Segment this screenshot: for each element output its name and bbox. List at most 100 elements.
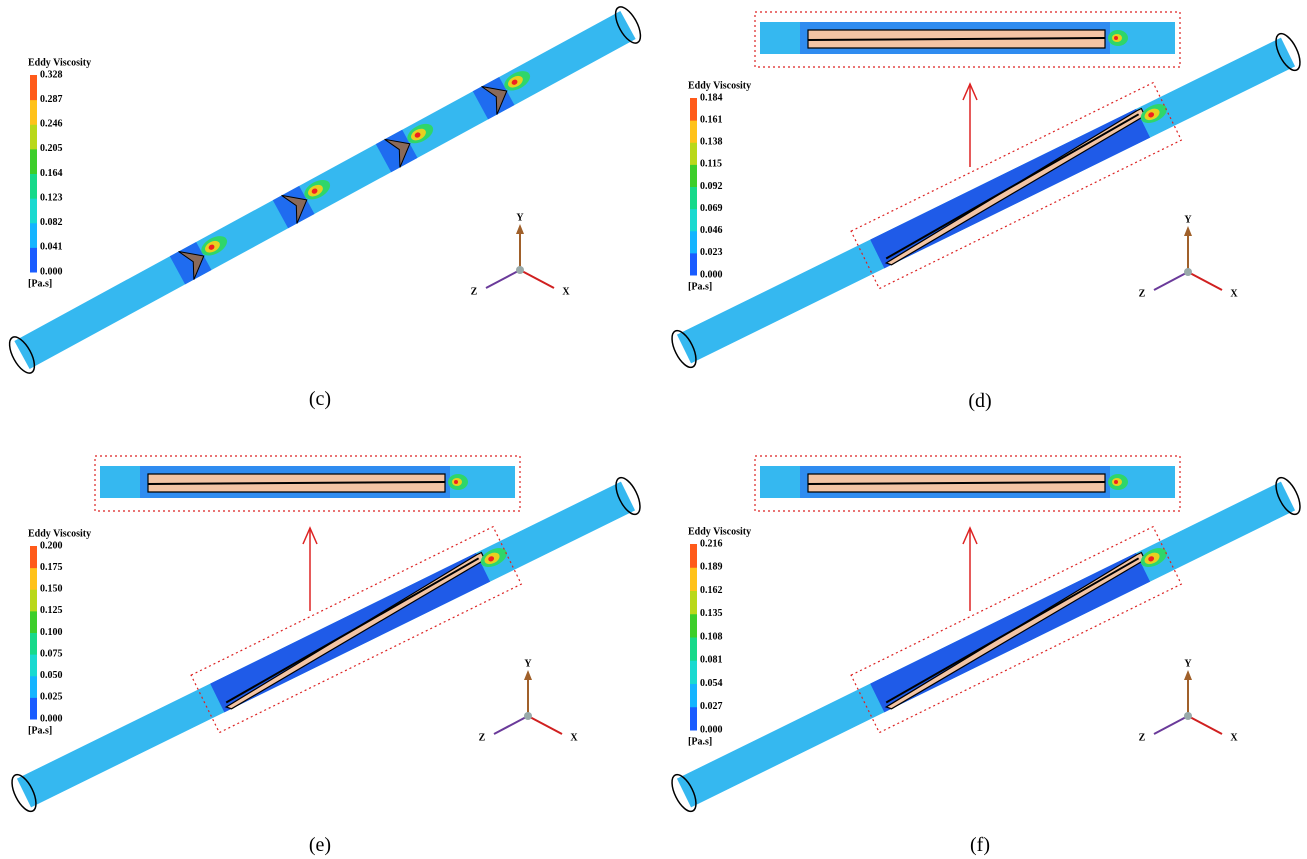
colorbar-band xyxy=(30,589,37,611)
panel: Eddy Viscosity0.3280.2870.2460.2050.1640… xyxy=(5,3,646,410)
colorbar-band xyxy=(30,124,37,149)
colorbar-label: 0.046 xyxy=(700,225,723,236)
axis-label: X xyxy=(562,286,570,297)
legend-unit: [Pa.s] xyxy=(688,281,712,292)
axis-y-head xyxy=(1184,226,1192,236)
colorbar-band xyxy=(30,149,37,174)
colorbar-label: 0.027 xyxy=(700,701,723,712)
pipe xyxy=(662,19,1307,381)
colorbar-label: 0.200 xyxy=(40,540,63,551)
colorbar-label: 0.000 xyxy=(700,724,723,735)
colorbar-label: 0.115 xyxy=(700,159,722,170)
colorbar-label: 0.216 xyxy=(700,538,723,549)
axis-x xyxy=(528,716,562,734)
colorbar-label: 0.175 xyxy=(40,562,63,573)
colorbar-band xyxy=(690,637,697,661)
colorbar-band xyxy=(690,684,697,708)
colorbar-label: 0.075 xyxy=(40,648,63,659)
colorbar-band xyxy=(690,164,697,187)
colorbar-label: 0.123 xyxy=(40,192,63,203)
legend-title: Eddy Viscosity xyxy=(688,526,751,537)
legend-title: Eddy Viscosity xyxy=(28,57,91,68)
colorbar-band xyxy=(30,546,37,568)
triad-center xyxy=(516,266,524,274)
colorbar-label: 0.000 xyxy=(40,266,63,277)
axis-y-head xyxy=(1184,670,1192,680)
colorbar-band xyxy=(690,567,697,591)
colorbar-band xyxy=(30,697,37,719)
caption: (d) xyxy=(968,390,991,412)
axis-z xyxy=(494,716,528,734)
legend-unit: [Pa.s] xyxy=(28,725,52,736)
colorbar-label: 0.108 xyxy=(700,631,723,642)
colorbar-band xyxy=(30,223,37,248)
colorbar-band xyxy=(690,209,697,232)
legend-title: Eddy Viscosity xyxy=(688,80,751,91)
colorbar-band xyxy=(690,142,697,165)
colorbar-label: 0.050 xyxy=(40,670,63,681)
colorbar-band xyxy=(30,100,37,125)
colorbar-band xyxy=(30,247,37,272)
colorbar-label: 0.000 xyxy=(700,269,723,280)
colorbar-band xyxy=(690,614,697,638)
pipe xyxy=(662,463,1307,825)
colorbar-band xyxy=(690,591,697,615)
legend-unit: [Pa.s] xyxy=(28,278,52,289)
axis-label: Z xyxy=(479,732,486,743)
colorbar-band xyxy=(30,174,37,199)
colorbar-band xyxy=(30,568,37,590)
colorbar-label: 0.328 xyxy=(40,69,63,80)
axis-label: Y xyxy=(524,658,532,669)
colorbar-label: 0.000 xyxy=(40,713,63,724)
colorbar-band xyxy=(690,544,697,568)
colorbar-label: 0.246 xyxy=(40,119,63,130)
colorbar-label: 0.025 xyxy=(40,692,63,703)
inset-hot xyxy=(454,480,458,484)
colorbar-label: 0.135 xyxy=(700,608,723,619)
colorbar-band xyxy=(690,98,697,121)
colorbar-label: 0.054 xyxy=(700,678,723,689)
colorbar-label: 0.189 xyxy=(700,562,723,573)
axis-label: Y xyxy=(516,212,524,223)
axis-z xyxy=(486,270,520,288)
colorbar-band xyxy=(690,187,697,210)
colorbar-label: 0.081 xyxy=(700,655,723,666)
colorbar-band xyxy=(30,654,37,676)
colorbar-band xyxy=(690,253,697,276)
colorbar-label: 0.082 xyxy=(40,217,63,228)
colorbar-label: 0.138 xyxy=(700,137,723,148)
inset-hot xyxy=(1114,36,1118,40)
colorbar-label: 0.125 xyxy=(40,605,63,616)
axis-label: Z xyxy=(471,286,478,297)
axis-label: Y xyxy=(1184,214,1192,225)
inset-hot xyxy=(1114,480,1118,484)
colorbar-band xyxy=(30,198,37,223)
colorbar-label: 0.162 xyxy=(700,585,723,596)
figure: Eddy Viscosity0.3280.2870.2460.2050.1640… xyxy=(0,0,1307,859)
axis-label: Z xyxy=(1139,288,1146,299)
caption: (f) xyxy=(970,834,990,856)
axis-label: Y xyxy=(1184,658,1192,669)
colorbar-label: 0.161 xyxy=(700,114,723,125)
colorbar-label: 0.164 xyxy=(40,168,63,179)
colorbar-label: 0.092 xyxy=(700,181,723,192)
colorbar-label: 0.150 xyxy=(40,584,63,595)
colorbar-label: 0.069 xyxy=(700,203,723,214)
panel: Eddy Viscosity0.2000.1750.1500.1250.1000… xyxy=(2,456,650,856)
triad-center xyxy=(1184,712,1192,720)
legend-title: Eddy Viscosity xyxy=(28,528,91,539)
axis-x xyxy=(1188,272,1222,290)
triad-center xyxy=(1184,268,1192,276)
axis-z xyxy=(1154,272,1188,290)
pipe xyxy=(2,463,650,825)
colorbar-label: 0.041 xyxy=(40,242,63,253)
axis-x xyxy=(1188,716,1222,734)
colorbar-band xyxy=(30,633,37,655)
triad-center xyxy=(524,712,532,720)
axis-y-head xyxy=(516,224,524,234)
colorbar-label: 0.184 xyxy=(700,92,723,103)
colorbar-band xyxy=(30,611,37,633)
colorbar-band xyxy=(690,231,697,254)
colorbar-band xyxy=(690,660,697,684)
